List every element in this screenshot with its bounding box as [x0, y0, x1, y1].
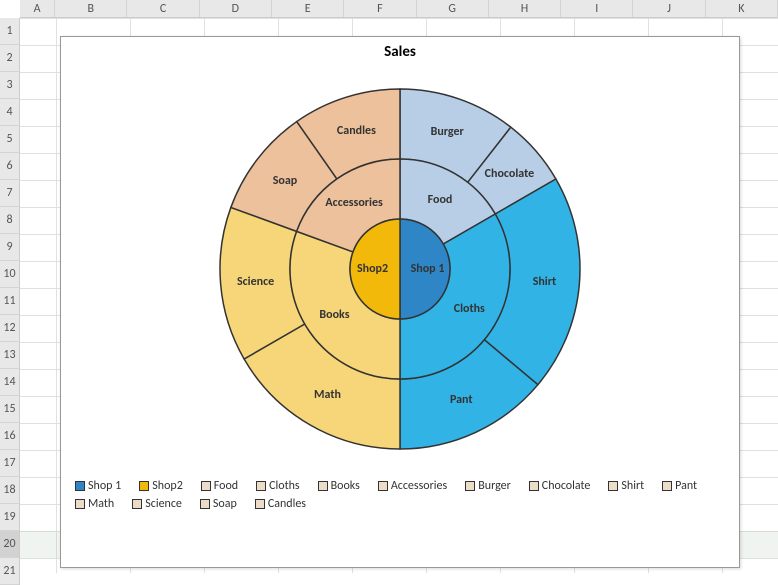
- legend-swatch: [608, 481, 618, 491]
- legend-swatch: [662, 481, 672, 491]
- column-header[interactable]: B: [55, 0, 127, 17]
- legend-swatch: [75, 499, 85, 509]
- legend-swatch: [256, 481, 266, 491]
- column-header[interactable]: D: [200, 0, 272, 17]
- row-header[interactable]: 11: [0, 288, 19, 315]
- legend-swatch: [529, 481, 539, 491]
- row-header[interactable]: 3: [0, 72, 19, 99]
- legend-item[interactable]: Science: [132, 497, 182, 511]
- column-header[interactable]: G: [417, 0, 489, 17]
- row-header[interactable]: 10: [0, 261, 19, 288]
- row-header[interactable]: 20: [0, 531, 19, 558]
- legend-label: Books: [331, 479, 360, 493]
- legend-item[interactable]: Chocolate: [529, 479, 591, 493]
- legend-item[interactable]: Math: [75, 497, 114, 511]
- row-header[interactable]: 18: [0, 477, 19, 504]
- legend-label: Burger: [478, 479, 511, 493]
- legend-label: Soap: [213, 497, 237, 511]
- chart-container[interactable]: Sales BurgerChocolateShirtPantMathScienc…: [60, 36, 740, 568]
- sunburst-chart: BurgerChocolateShirtPantMathScienceSoapC…: [200, 69, 600, 469]
- column-header[interactable]: H: [489, 0, 561, 17]
- legend-item[interactable]: Candles: [255, 497, 306, 511]
- column-header[interactable]: E: [272, 0, 344, 17]
- column-header[interactable]: J: [633, 0, 705, 17]
- legend-label: Cloths: [269, 479, 300, 493]
- row-header[interactable]: 5: [0, 126, 19, 153]
- row-header[interactable]: 17: [0, 450, 19, 477]
- column-header[interactable]: K: [706, 0, 778, 17]
- legend-swatch: [201, 481, 211, 491]
- row-header[interactable]: 7: [0, 180, 19, 207]
- legend-item[interactable]: Burger: [465, 479, 511, 493]
- legend-swatch: [378, 481, 388, 491]
- column-header[interactable]: F: [344, 0, 416, 17]
- column-header[interactable]: C: [127, 0, 199, 17]
- legend-label: Math: [88, 497, 114, 511]
- row-header[interactable]: 9: [0, 234, 19, 261]
- row-header[interactable]: 8: [0, 207, 19, 234]
- legend-label: Accessories: [391, 479, 447, 493]
- row-header[interactable]: 1: [0, 18, 19, 45]
- legend-swatch: [200, 499, 210, 509]
- row-header[interactable]: 13: [0, 342, 19, 369]
- legend-label: Pant: [675, 479, 697, 493]
- column-header[interactable]: A: [20, 0, 55, 17]
- column-headers: ABCDEFGHIJK: [20, 0, 778, 18]
- legend-item[interactable]: Shirt: [608, 479, 644, 493]
- legend-swatch: [465, 481, 475, 491]
- row-header[interactable]: 19: [0, 504, 19, 531]
- legend-item[interactable]: Soap: [200, 497, 237, 511]
- row-header[interactable]: 2: [0, 45, 19, 72]
- row-header[interactable]: 4: [0, 99, 19, 126]
- legend-item[interactable]: Accessories: [378, 479, 447, 493]
- legend-label: Chocolate: [542, 479, 591, 493]
- row-header[interactable]: 15: [0, 396, 19, 423]
- spreadsheet-grid[interactable]: Sales BurgerChocolateShirtPantMathScienc…: [20, 18, 778, 573]
- legend-label: Food: [214, 479, 238, 493]
- legend-swatch: [139, 481, 149, 491]
- row-header[interactable]: 6: [0, 153, 19, 180]
- legend-swatch: [132, 499, 142, 509]
- row-header[interactable]: 12: [0, 315, 19, 342]
- legend-label: Shop 1: [88, 479, 121, 493]
- legend-label: Shop2: [152, 479, 183, 493]
- legend-swatch: [318, 481, 328, 491]
- legend-label: Shirt: [621, 479, 644, 493]
- sunburst-svg: [200, 69, 600, 469]
- legend-swatch: [255, 499, 265, 509]
- row-header[interactable]: 21: [0, 558, 19, 585]
- legend-item[interactable]: Cloths: [256, 479, 300, 493]
- column-header[interactable]: I: [561, 0, 633, 17]
- row-header[interactable]: 16: [0, 423, 19, 450]
- legend-item[interactable]: Shop 1: [75, 479, 121, 493]
- legend-item[interactable]: Shop2: [139, 479, 183, 493]
- legend: Shop 1 Shop2 Food Cloths Books Accessories Bur…: [61, 475, 739, 519]
- legend-item[interactable]: Pant: [662, 479, 697, 493]
- legend-item[interactable]: Food: [201, 479, 238, 493]
- row-header[interactable]: 14: [0, 369, 19, 396]
- legend-item[interactable]: Books: [318, 479, 360, 493]
- chart-title: Sales: [61, 37, 739, 61]
- legend-label: Science: [145, 497, 182, 511]
- row-headers: 123456789101112131415161718192021: [0, 18, 20, 585]
- legend-label: Candles: [268, 497, 306, 511]
- legend-swatch: [75, 481, 85, 491]
